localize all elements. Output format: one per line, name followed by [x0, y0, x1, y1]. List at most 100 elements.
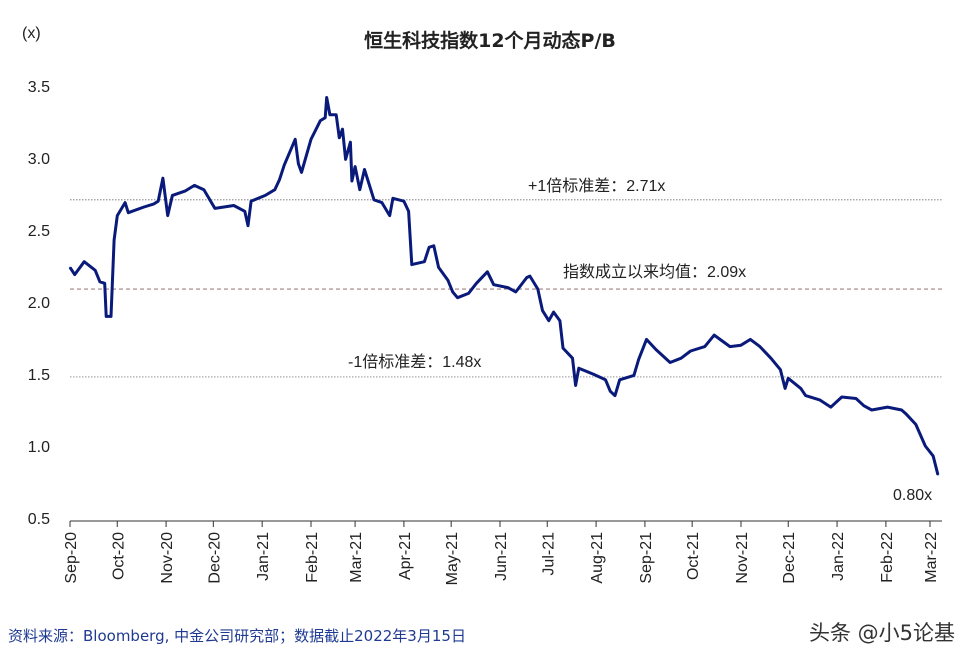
data-point	[433, 245, 435, 247]
x-tick-label: Feb-21	[304, 532, 321, 583]
x-tick-label: Oct-21	[685, 532, 702, 580]
data-point	[614, 394, 616, 397]
data-point	[193, 184, 196, 187]
data-point	[456, 296, 459, 299]
ref-label-plus1sd: +1倍标准差：2.71x	[528, 177, 665, 195]
data-point	[574, 384, 577, 387]
data-point	[99, 281, 101, 283]
data-point	[713, 334, 716, 336]
data-point	[937, 474, 939, 476]
data-point	[729, 345, 731, 348]
data-point	[300, 171, 303, 174]
data-point	[915, 423, 917, 426]
data-point	[94, 269, 97, 272]
data-point	[113, 239, 115, 241]
data-point	[359, 188, 361, 191]
x-tick-label: Jan-22	[830, 532, 847, 581]
data-point	[335, 114, 337, 116]
data-point	[905, 413, 908, 416]
data-point	[392, 197, 394, 200]
data-point	[759, 345, 761, 348]
data-point	[244, 210, 246, 213]
data-point	[363, 168, 366, 171]
data-point	[655, 348, 657, 351]
data-point	[103, 282, 106, 285]
data-point	[278, 178, 281, 181]
data-point	[247, 224, 249, 227]
data-point	[388, 214, 391, 217]
data-point	[451, 291, 454, 293]
x-tick-label: Mar-21	[348, 532, 365, 583]
data-point	[273, 188, 276, 191]
data-point	[403, 200, 405, 202]
watermark: 头条 @小5论基	[808, 621, 955, 645]
y-axis-unit: (x)	[22, 25, 41, 42]
x-tick-label: Feb-22	[879, 532, 896, 583]
x-tick-label: May-21	[444, 532, 461, 585]
x-tick-label: Nov-20	[159, 532, 176, 584]
data-point	[779, 368, 782, 371]
data-point	[548, 319, 550, 322]
data-point	[669, 361, 671, 364]
data-point	[467, 292, 470, 295]
data-point	[410, 263, 413, 266]
data-point	[514, 291, 517, 293]
pb-series-line	[68, 96, 940, 476]
data-point	[492, 283, 495, 286]
y-tick-label: 2.0	[28, 295, 50, 312]
data-point	[924, 445, 927, 447]
data-point	[171, 194, 174, 197]
data-point	[127, 211, 130, 214]
data-point	[855, 397, 857, 400]
data-point	[69, 266, 71, 269]
chart-title: 恒生科技指数12个月动态P/B	[364, 29, 616, 52]
data-point	[428, 246, 430, 249]
data-point	[645, 338, 648, 341]
data-point	[329, 114, 331, 116]
data-point	[166, 214, 169, 217]
data-point	[784, 387, 786, 390]
data-point	[804, 394, 807, 397]
data-point	[105, 315, 108, 318]
data-point	[475, 282, 478, 285]
data-point	[437, 266, 440, 269]
x-tick-label: Sep-20	[63, 532, 80, 584]
data-point	[373, 198, 375, 201]
data-point	[381, 201, 383, 204]
data-point	[341, 128, 344, 130]
data-point	[577, 367, 580, 370]
data-point	[233, 204, 235, 207]
data-point	[110, 315, 112, 318]
data-point	[250, 200, 252, 202]
data-point	[294, 138, 297, 141]
ref-label-minus1sd: -1倍标准差：1.48x	[348, 353, 481, 371]
data-point	[829, 406, 832, 408]
data-point	[562, 347, 564, 349]
last-value-label: 0.80x	[893, 487, 932, 504]
x-tick-label: Aug-21	[589, 532, 606, 584]
data-point	[354, 165, 356, 168]
data-point	[116, 214, 119, 217]
data-point	[447, 279, 449, 282]
x-tick-label: Apr-21	[397, 532, 414, 580]
y-tick-label: 1.5	[28, 367, 50, 384]
x-tick-label: Nov-21	[734, 532, 751, 584]
data-point	[407, 210, 410, 213]
data-point	[863, 404, 865, 407]
data-point	[349, 141, 352, 143]
data-point	[351, 180, 353, 182]
data-point	[740, 344, 742, 347]
data-point	[83, 260, 85, 263]
y-tick-label: 0.5	[28, 511, 50, 528]
data-point	[680, 357, 682, 359]
data-point	[749, 338, 752, 341]
data-point	[770, 357, 772, 359]
data-point	[283, 164, 286, 166]
data-point	[162, 177, 164, 179]
x-tick-label: Jan-21	[255, 532, 272, 581]
data-point	[143, 206, 145, 208]
data-point	[592, 373, 594, 375]
data-point	[552, 311, 555, 313]
x-tick-label: Dec-20	[206, 532, 223, 584]
data-point	[609, 390, 612, 393]
